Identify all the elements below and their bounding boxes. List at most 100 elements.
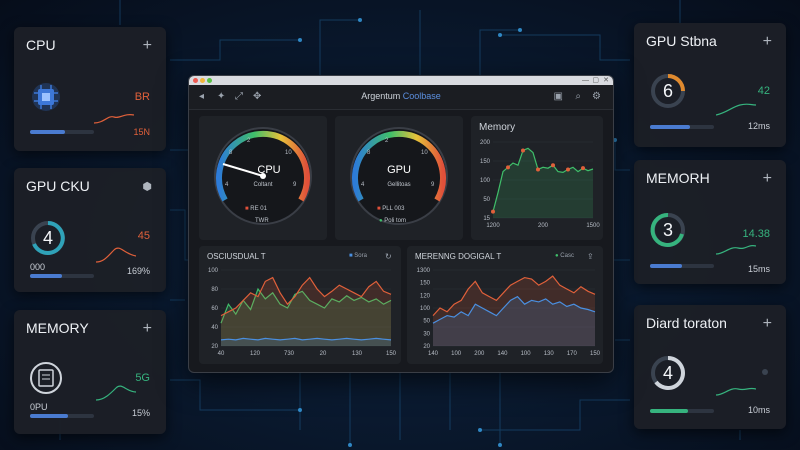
memory-status-widget[interactable]: MEMORH + 3 14.38 15ms <box>634 160 786 284</box>
add-icon[interactable]: + <box>762 170 772 187</box>
dashboard-window[interactable]: — ▢ ✕ ◂ ✦ ⤢ ✥ Argentum Coolbase ▣ ⌕ ⚙ 2 … <box>188 75 614 373</box>
widget-title: Diard toraton <box>646 315 727 331</box>
widget-sub: 10ms <box>747 405 770 415</box>
close-dot[interactable] <box>193 78 198 83</box>
data-point <box>581 166 585 171</box>
widget-sub: 15N <box>133 127 150 137</box>
widget-left-label: 0PU <box>30 402 48 412</box>
sparkline <box>716 103 756 116</box>
minimize-icon[interactable]: — <box>582 77 589 84</box>
y-tick-label: 150 <box>420 281 431 287</box>
gauge-tick: 2 <box>247 138 251 144</box>
cpu-widget[interactable]: CPU + BR 15N <box>14 27 166 151</box>
gauge-legend-b: TWR <box>255 218 269 224</box>
gpu-widget[interactable]: GPU CKU ⬢ 4 45 169% 000 <box>14 168 166 292</box>
panel-title: OSCIUSDUAL T <box>207 252 266 261</box>
x-tick-label: 730 <box>284 351 295 357</box>
cpu-gauge <box>214 127 312 225</box>
lower-left-chart-panel: OSCIUSDUAL T ■ Sora ↻ 100 80 60 40 20 40 120 73… <box>199 246 401 364</box>
x-tick-label: 100 <box>451 351 462 357</box>
y-tick-label: 200 <box>480 140 491 146</box>
series-line <box>220 337 392 341</box>
title-bar[interactable]: — ▢ ✕ <box>189 76 613 85</box>
progress-ring <box>651 356 685 390</box>
add-icon[interactable]: + <box>142 320 152 337</box>
add-icon[interactable]: + <box>142 37 152 54</box>
x-tick-label: 150 <box>386 351 397 357</box>
series-line <box>432 275 596 317</box>
refresh-icon[interactable]: ↻ <box>385 252 392 261</box>
add-icon[interactable]: + <box>762 315 772 332</box>
add-icon[interactable]: + <box>762 33 772 50</box>
app-title-main: Argentum <box>361 91 401 101</box>
close-icon[interactable]: ✕ <box>603 77 609 84</box>
pin-icon[interactable]: ✦ <box>217 91 226 102</box>
widget-sub: 15ms <box>747 264 770 274</box>
cpu-chip-icon <box>32 83 60 111</box>
progress-bar <box>650 264 714 268</box>
ring-value: 4 <box>42 228 53 248</box>
series-line <box>492 147 594 212</box>
x-tick-label: 130 <box>352 351 363 357</box>
x-tick-label: 20 <box>320 351 327 357</box>
maximize-icon[interactable]: ▢ <box>592 77 599 84</box>
export-icon[interactable]: ⇪ <box>587 252 594 261</box>
toolbar: ◂ ✦ ⤢ ✥ Argentum Coolbase ▣ ⌕ ⚙ <box>189 85 613 110</box>
memory-widget[interactable]: MEMORY + 5G 15% 0PU <box>14 310 166 434</box>
move-icon[interactable]: ✥ <box>253 91 262 102</box>
gauge-legend-a: ■ PLL 003 <box>377 206 405 212</box>
back-arrow-icon[interactable]: ◂ <box>199 91 205 102</box>
x-tick-label: 130 <box>544 351 555 357</box>
progress-ring <box>651 74 685 108</box>
progress-ring <box>650 212 685 247</box>
memory-chart-panel: Memory 200 150 100 50 15 1200 200 1500 <box>471 116 603 240</box>
x-tick-label: 120 <box>250 351 261 357</box>
x-tick-label: 200 <box>538 223 549 229</box>
settings-icon[interactable]: ⚙ <box>592 91 601 102</box>
x-tick-label: 140 <box>497 351 508 357</box>
x-tick-label: 1200 <box>486 223 500 229</box>
series-line <box>220 287 392 324</box>
data-point <box>536 167 540 172</box>
widget-value: 14.38 <box>742 228 770 240</box>
app-title: Argentum Coolbase <box>189 91 613 101</box>
search-icon[interactable]: ⌕ <box>575 91 581 102</box>
shield-icon[interactable]: ⬢ <box>142 181 152 193</box>
gpu-status-widget[interactable]: GPU Stbna + 6 42 12ms <box>634 23 786 147</box>
gauge-sub: Coltant <box>253 182 273 188</box>
save-icon[interactable]: ▣ <box>553 91 563 102</box>
gauge-tick: 9 <box>431 182 435 188</box>
sparkline <box>96 247 136 263</box>
series-area <box>433 296 595 346</box>
series-line <box>432 295 596 324</box>
y-tick-label: 100 <box>480 178 491 184</box>
status-dot <box>762 369 768 375</box>
x-tick-label: 140 <box>428 351 439 357</box>
minimize-dot[interactable] <box>200 78 205 83</box>
x-tick-label: 1500 <box>586 223 600 229</box>
widget-title: MEMORY <box>26 320 89 336</box>
x-tick-label: 150 <box>590 351 601 357</box>
maximize-dot[interactable] <box>207 78 212 83</box>
expand-icon[interactable]: ⤢ <box>235 91 243 102</box>
y-tick-label: 20 <box>211 344 218 350</box>
gpu-gauge <box>350 127 448 225</box>
progress-bar <box>30 414 94 418</box>
data-point <box>491 209 495 214</box>
progress-bar <box>30 274 94 278</box>
y-tick-label: 1300 <box>417 268 431 274</box>
x-tick-label: 100 <box>521 351 532 357</box>
cpu-gauge-panel: 2 8 10 4 9 CPU Coltant ■ RE 01 TWR <box>199 116 327 240</box>
disk-rotation-widget[interactable]: Diard toraton + 4 10ms <box>634 305 786 429</box>
series-area <box>221 338 391 346</box>
y-tick-label: 100 <box>208 268 219 274</box>
gauge-tick: 8 <box>367 150 371 156</box>
series-area <box>221 277 391 346</box>
y-tick-label: 15 <box>483 216 490 222</box>
panel-title: Memory <box>479 122 516 133</box>
x-tick-label: 40 <box>218 351 225 357</box>
gauge-label: CPU <box>257 164 281 176</box>
